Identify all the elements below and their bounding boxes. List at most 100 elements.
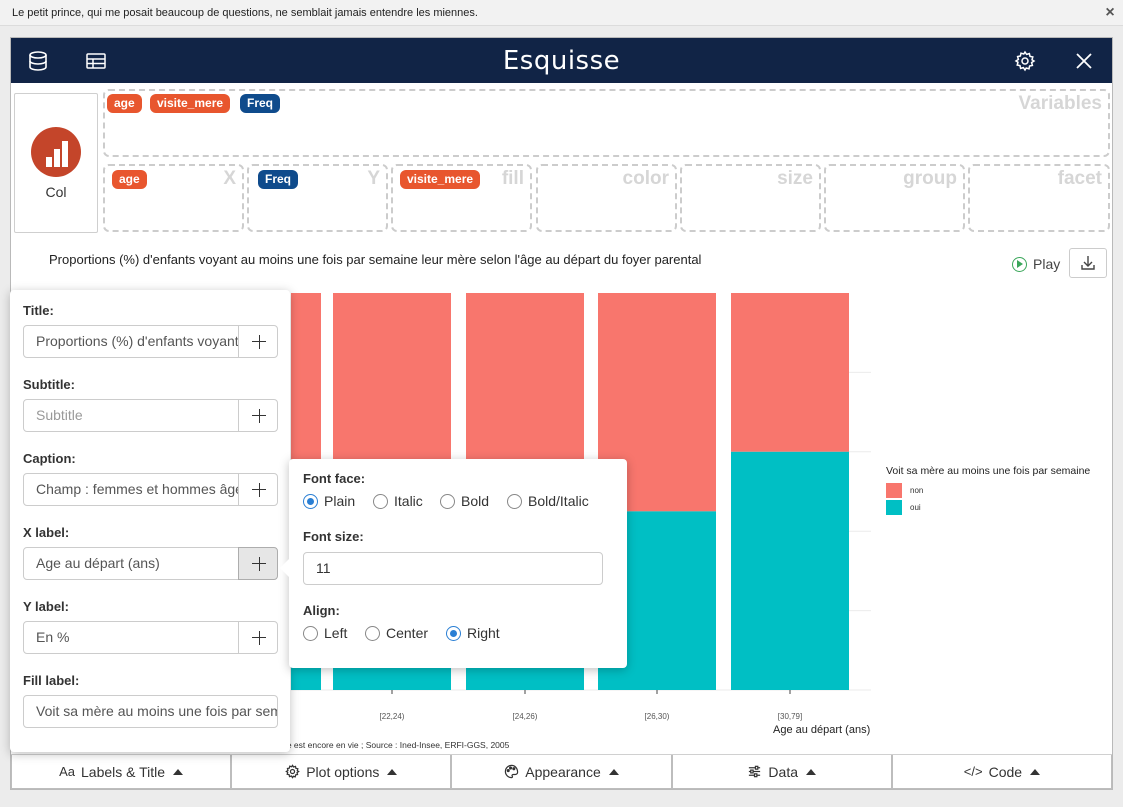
radio-circle — [440, 493, 455, 509]
legend-swatch — [886, 483, 902, 498]
variable-pill-visite-mere[interactable]: visite_mere — [150, 94, 231, 113]
x-axis-title: Age au départ (ans) — [773, 724, 871, 736]
caption-field-label: Caption: — [23, 451, 76, 466]
text-size-icon: Aa — [59, 764, 76, 779]
download-button[interactable] — [1069, 248, 1107, 278]
gear-icon — [285, 764, 301, 779]
align-label: Align: — [303, 603, 340, 618]
align-center-radio[interactable]: Center — [365, 625, 428, 641]
bar-non-[22,24) — [333, 293, 451, 472]
align-left-radio[interactable]: Left — [303, 625, 347, 641]
caption-input[interactable]: Champ : femmes et hommes âgés de 18 à 79… — [23, 473, 239, 506]
radio-circle — [507, 493, 522, 509]
title-font-button[interactable] — [238, 325, 278, 358]
data-label: Data — [768, 763, 798, 780]
fill-dropzone[interactable]: fill — [391, 164, 532, 232]
dropzone-label: Y — [367, 168, 380, 189]
subtitle-input[interactable]: Subtitle — [23, 399, 239, 432]
ylabel-input[interactable]: En % — [23, 621, 239, 654]
variable-pill-age[interactable]: age — [107, 94, 142, 113]
table-icon[interactable] — [85, 50, 107, 72]
close-icon[interactable] — [1073, 50, 1095, 72]
dropzone-label: fill — [501, 168, 524, 189]
database-icon[interactable] — [27, 50, 49, 72]
message-text: Le petit prince, qui me posait beaucoup … — [12, 7, 478, 19]
font-size-label: Font size: — [303, 529, 364, 544]
gear-icon[interactable] — [1014, 50, 1036, 72]
x-tick-label: [26,30) — [645, 712, 670, 721]
palette-icon — [505, 764, 519, 779]
color-dropzone[interactable]: color — [536, 164, 677, 232]
x-tick-label: [30,79] — [778, 712, 802, 721]
legend-item-non: non — [886, 483, 923, 498]
dropzone-label: size — [777, 168, 813, 189]
dropzone-label: Variables — [1018, 93, 1102, 114]
y-dropzone[interactable]: Y — [247, 164, 388, 232]
bar-chart-icon — [31, 127, 81, 177]
play-icon — [1012, 256, 1027, 272]
xlabel-input[interactable]: Age au départ (ans) — [23, 547, 239, 580]
dropzone-label: facet — [1057, 168, 1102, 189]
radio-label: Plain — [324, 493, 356, 509]
caret-up-icon — [608, 768, 619, 775]
x-dropzone[interactable]: X — [103, 164, 244, 232]
radio-circle — [373, 493, 388, 509]
legend-label: non — [910, 486, 924, 495]
plot-options-button[interactable]: Plot options — [231, 755, 452, 789]
x-pill-age[interactable]: age — [112, 170, 147, 189]
play-button[interactable]: Play — [1012, 256, 1060, 272]
download-icon — [1081, 256, 1095, 270]
labels-title-button[interactable]: Aa Labels & Title — [11, 755, 232, 789]
data-button[interactable]: Data — [671, 755, 892, 789]
title-input[interactable]: Proportions (%) d'enfants voyant au moin… — [23, 325, 239, 358]
sliders-icon — [749, 765, 761, 778]
radio-label: Center — [386, 625, 429, 641]
appearance-button[interactable]: Appearance — [451, 755, 672, 789]
close-icon[interactable]: × — [1105, 4, 1115, 21]
radio-label: Bold — [461, 493, 490, 509]
fill-label-input[interactable]: Voit sa mère au moins une fois par semai… — [23, 695, 278, 728]
radio-circle — [365, 625, 380, 641]
caption-font-button[interactable] — [238, 473, 278, 506]
radio-label: Right — [467, 625, 500, 641]
radio-circle — [446, 625, 461, 641]
align-right-radio[interactable]: Right — [446, 625, 500, 641]
legend-label: oui — [910, 503, 921, 512]
plot-options-label: Plot options — [306, 763, 380, 780]
labels-title-panel: Title: Proportions (%) d'enfants voyant … — [10, 290, 290, 752]
code-label: Code — [988, 763, 1023, 780]
title-field-label: Title: — [23, 303, 54, 318]
face-italic-radio[interactable]: Italic — [373, 493, 423, 509]
geom-label: Col — [45, 184, 67, 200]
group-dropzone[interactable]: group — [824, 164, 965, 232]
xlabel-field-label: X label: — [23, 525, 70, 540]
face-bold-radio[interactable]: Bold — [440, 493, 489, 509]
caret-up-icon — [173, 768, 184, 775]
popover-arrow — [280, 559, 289, 577]
legend-swatch — [886, 500, 902, 515]
fill-pill-visite-mere[interactable]: visite_mere — [400, 170, 481, 189]
variables-dropzone[interactable]: Variables — [103, 89, 1110, 157]
bar-oui-[30,79] — [731, 451, 849, 690]
dropzone-label: color — [622, 168, 669, 189]
x-tick-label: [22,24) — [380, 712, 405, 721]
geom-selector-button[interactable]: Col — [14, 93, 98, 233]
y-pill-freq[interactable]: Freq — [258, 170, 299, 189]
size-dropzone[interactable]: size — [680, 164, 821, 232]
message-bar: Le petit prince, qui me posait beaucoup … — [0, 0, 1123, 26]
plot-caption: re est encore en vie ; Source : Ined-Ins… — [284, 740, 510, 750]
face-bold-italic-radio[interactable]: Bold/Italic — [507, 493, 589, 509]
ylabel-font-button[interactable] — [238, 621, 278, 654]
bar-non-[24,26) — [466, 293, 584, 472]
dropzone-label: group — [903, 168, 957, 189]
facet-dropzone[interactable]: facet — [968, 164, 1110, 232]
face-plain-radio[interactable]: Plain — [303, 493, 355, 509]
variable-pill-freq[interactable]: Freq — [240, 94, 281, 113]
radio-label: Left — [324, 625, 348, 641]
dropzone-label: X — [223, 168, 236, 189]
font-size-input[interactable]: 11 — [303, 552, 603, 585]
subtitle-font-button[interactable] — [238, 399, 278, 432]
code-button[interactable]: </> Code — [891, 755, 1113, 789]
xlabel-font-button[interactable] — [238, 547, 278, 580]
font-options-popover: Font face: Plain Italic Bold Bold/Italic… — [280, 459, 627, 668]
